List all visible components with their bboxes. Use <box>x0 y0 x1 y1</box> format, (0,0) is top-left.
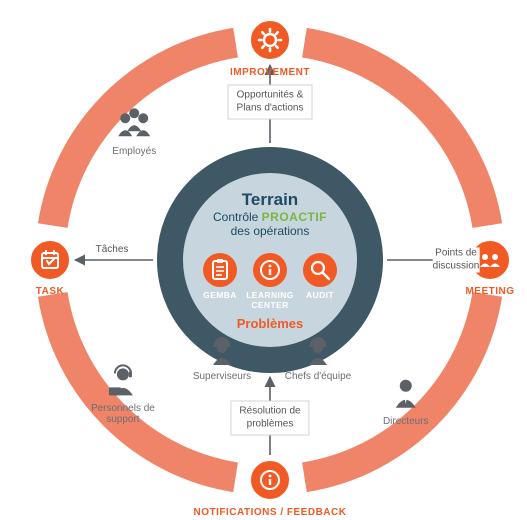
role-label-0: Employés <box>112 146 156 157</box>
arrow-label-bottom: Résolution deproblèmes <box>230 401 309 436</box>
arrow-label-left: Tâches <box>96 244 129 257</box>
outer-node-label-top: IMPROVEMENT <box>230 67 310 78</box>
role-label-4: Chefs d'équipe <box>285 371 351 382</box>
inner-icon-label-gemba: GEMBA <box>203 290 237 300</box>
outer-node-label-right: MEETING <box>465 286 514 297</box>
inner-subtitle-2: des opérations <box>213 224 327 238</box>
inner-icon-label-audit: AUDIT <box>306 290 334 300</box>
inner-title-text: Terrain <box>213 190 327 210</box>
inner-problems: Problèmes <box>237 316 303 331</box>
inner-icon-label-learning: LEARNINGCENTER <box>246 290 294 310</box>
outer-node-bottom <box>249 459 291 501</box>
outer-node-label-left: TASK <box>36 286 64 297</box>
inner-icon-gemba <box>203 253 237 287</box>
role-label-1: Directeurs <box>383 416 429 427</box>
outer-node-left <box>29 239 71 281</box>
outer-node-label-bottom: NOTIFICATIONS / FEEDBACK <box>194 507 347 518</box>
inner-icon-audit <box>303 253 337 287</box>
role-label-3: Superviseurs <box>193 371 251 382</box>
arrow-label-right: Points dediscussion <box>433 248 480 273</box>
inner-subtitle-1: Contrôle PROACTIF <box>213 210 327 224</box>
role-label-2: Personnels desupport <box>91 403 155 425</box>
inner-title: TerrainContrôle PROACTIFdes opérations <box>213 190 327 238</box>
arrow-label-top: Opportunités &Plans d'actions <box>228 85 313 120</box>
inner-icon-learning <box>253 253 287 287</box>
outer-node-top <box>249 19 291 61</box>
